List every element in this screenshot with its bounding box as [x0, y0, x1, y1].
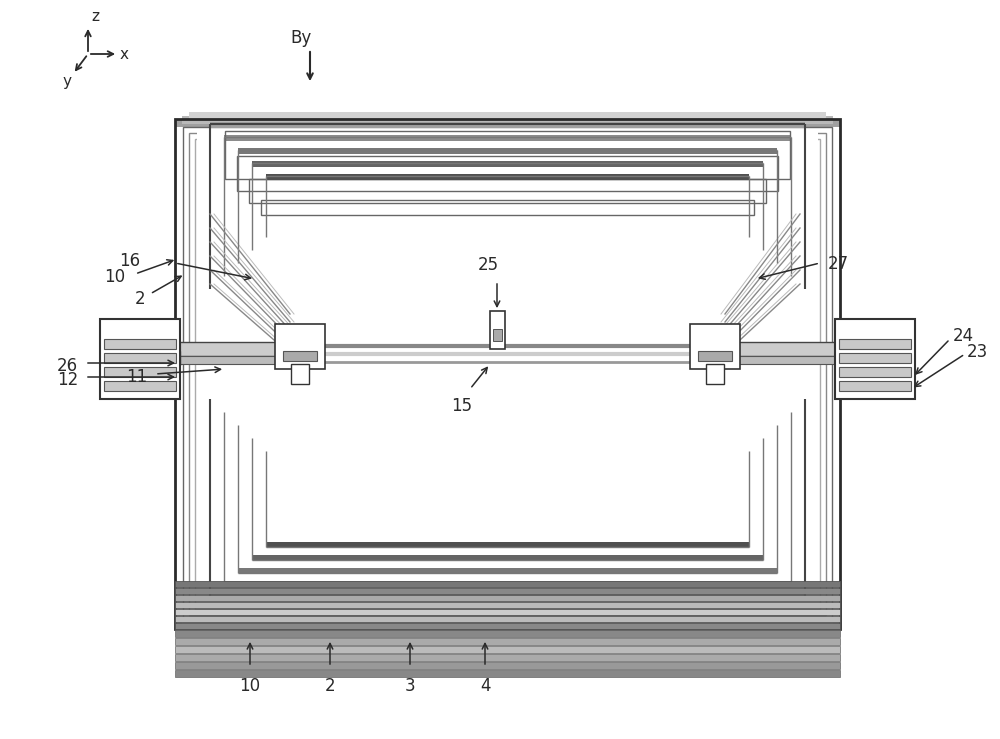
- Bar: [839, 381, 911, 391]
- Bar: [182, 116, 833, 124]
- Bar: [175, 638, 840, 645]
- Bar: [183, 127, 832, 621]
- Bar: [225, 131, 790, 179]
- Bar: [690, 324, 740, 369]
- Text: z: z: [91, 9, 99, 24]
- Bar: [104, 381, 176, 391]
- Bar: [210, 594, 805, 599]
- Text: 26: 26: [57, 357, 78, 375]
- Text: 25: 25: [477, 256, 499, 274]
- Bar: [839, 353, 911, 363]
- Text: x: x: [120, 47, 129, 62]
- Bar: [175, 623, 840, 629]
- Bar: [252, 161, 763, 167]
- Bar: [175, 351, 180, 365]
- Bar: [175, 581, 840, 587]
- Bar: [175, 343, 180, 351]
- Bar: [706, 364, 724, 384]
- Text: 24: 24: [953, 327, 974, 345]
- Bar: [175, 662, 840, 669]
- Text: 27: 27: [828, 255, 849, 273]
- Text: 11: 11: [126, 368, 147, 386]
- Bar: [237, 156, 778, 191]
- Bar: [490, 311, 505, 349]
- Text: 10: 10: [239, 677, 261, 695]
- Bar: [104, 353, 176, 363]
- Bar: [189, 614, 826, 622]
- Bar: [195, 139, 820, 609]
- Bar: [175, 342, 290, 356]
- Bar: [189, 112, 826, 120]
- Text: 12: 12: [57, 371, 78, 389]
- Bar: [175, 356, 290, 364]
- Bar: [175, 602, 840, 608]
- Bar: [725, 356, 840, 364]
- Bar: [175, 588, 840, 594]
- Bar: [261, 200, 754, 215]
- Bar: [252, 555, 763, 560]
- Bar: [835, 351, 840, 365]
- Bar: [224, 135, 791, 141]
- Bar: [100, 319, 180, 399]
- Bar: [175, 621, 840, 629]
- Bar: [175, 609, 840, 615]
- Bar: [275, 324, 325, 369]
- Bar: [104, 367, 176, 377]
- Bar: [249, 179, 766, 203]
- Bar: [238, 568, 777, 573]
- Bar: [266, 542, 749, 547]
- Text: 2: 2: [325, 677, 335, 695]
- Bar: [839, 367, 911, 377]
- Bar: [839, 339, 911, 349]
- Bar: [175, 119, 840, 127]
- Bar: [104, 339, 176, 349]
- Text: y: y: [62, 74, 71, 89]
- Bar: [175, 595, 840, 601]
- Bar: [283, 351, 317, 361]
- Text: 23: 23: [967, 343, 988, 361]
- Bar: [175, 616, 840, 622]
- Bar: [698, 351, 732, 361]
- Bar: [175, 119, 840, 629]
- Bar: [189, 133, 826, 615]
- Bar: [175, 646, 840, 653]
- Bar: [175, 630, 840, 637]
- Bar: [175, 670, 840, 677]
- Text: 4: 4: [480, 677, 490, 695]
- Text: 3: 3: [405, 677, 415, 695]
- Bar: [238, 148, 777, 154]
- Text: 15: 15: [451, 397, 473, 415]
- Text: By: By: [290, 29, 311, 47]
- Bar: [835, 319, 915, 399]
- Bar: [266, 174, 749, 180]
- Text: 2: 2: [134, 290, 145, 308]
- Bar: [835, 343, 840, 351]
- Bar: [197, 129, 818, 579]
- Bar: [291, 364, 309, 384]
- Bar: [493, 329, 502, 341]
- Text: 16: 16: [119, 252, 141, 270]
- Text: 10: 10: [104, 268, 125, 286]
- Bar: [210, 122, 805, 128]
- Bar: [224, 581, 791, 586]
- Bar: [197, 129, 818, 559]
- Bar: [175, 654, 840, 661]
- Bar: [182, 618, 833, 626]
- Bar: [725, 342, 840, 356]
